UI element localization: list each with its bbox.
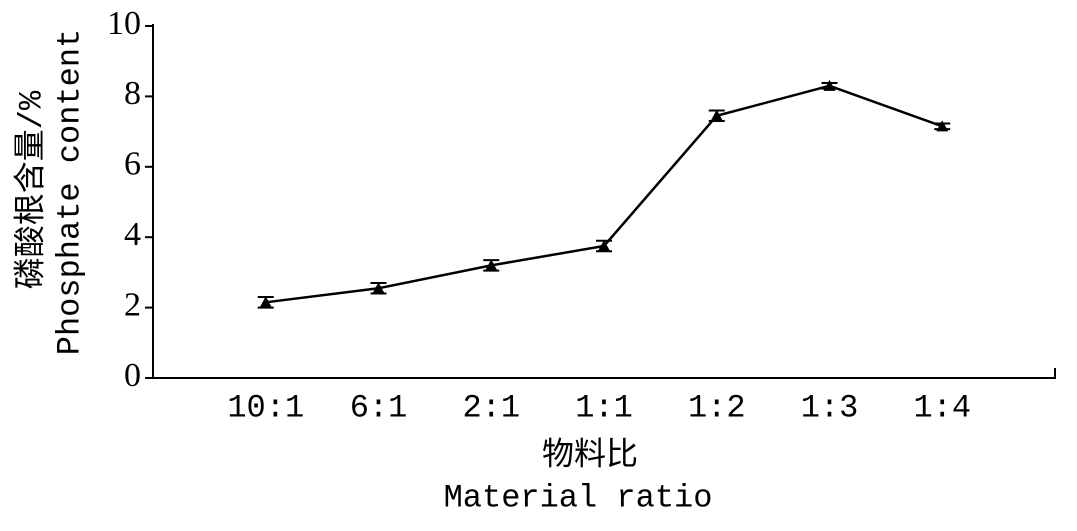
x-tick-label: 1:4 — [913, 389, 971, 426]
marker — [936, 120, 949, 132]
x-tick-label: 6:1 — [350, 389, 408, 426]
y-tick-label: 8 — [124, 75, 141, 112]
x-axis-label: Material ratio — [444, 479, 713, 516]
y-tick-label: 4 — [124, 216, 141, 253]
x-tick-label: 1:2 — [688, 389, 746, 426]
y-tick-label: 10 — [107, 5, 141, 42]
y-tick-label: 2 — [124, 286, 141, 323]
marker — [259, 296, 272, 308]
x-axis-label: 物料比 — [542, 436, 638, 474]
x-tick-label: 1:1 — [575, 389, 633, 426]
y-tick-label: 0 — [124, 357, 141, 394]
data-line — [265, 84, 943, 304]
y-tick-label: 6 — [124, 146, 141, 183]
x-tick-label: 2:1 — [462, 389, 520, 426]
marker — [710, 109, 723, 121]
y-axis-label: Phosphate content — [51, 29, 88, 355]
x-tick-label: 1:3 — [801, 389, 859, 426]
x-tick-label: 10:1 — [227, 389, 304, 426]
marker — [372, 282, 385, 294]
y-axis-label: 磷酸根含量/% — [12, 90, 50, 289]
marker — [823, 79, 836, 91]
marker — [485, 259, 498, 271]
marker — [598, 240, 610, 251]
